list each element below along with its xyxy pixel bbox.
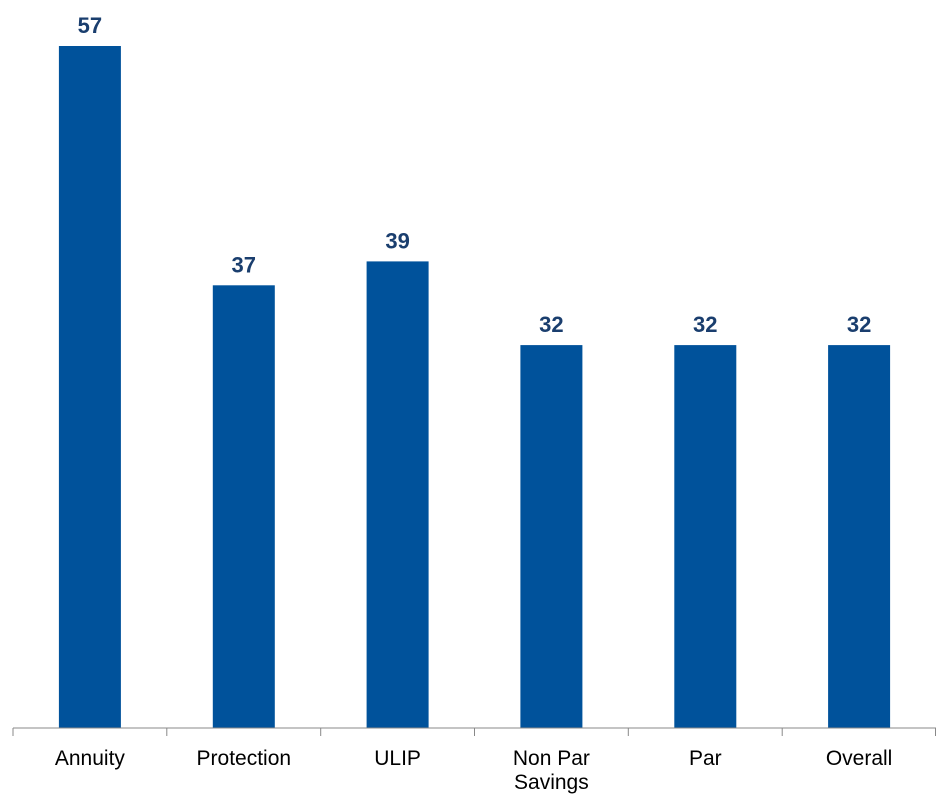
- bar-2: [366, 261, 429, 728]
- bar-4: [674, 345, 737, 728]
- bar-0: [58, 46, 121, 728]
- category-label-0: Annuity: [55, 747, 126, 770]
- category-label-5: Overall: [826, 747, 893, 770]
- category-label-1-line-0: Protection: [197, 747, 292, 770]
- value-labels-layer: 57 37 39 32 32 32: [78, 13, 872, 337]
- category-label-3-line-1: Savings: [514, 771, 589, 794]
- bar-1: [212, 285, 275, 728]
- data-label-4: 32: [693, 312, 717, 337]
- data-label-5: 32: [847, 312, 871, 337]
- category-label-5-line-0: Overall: [826, 747, 893, 770]
- bars-layer: [58, 46, 891, 728]
- category-label-3: Non Par Savings: [513, 747, 590, 794]
- data-label-0: 57: [78, 13, 102, 38]
- category-label-1: Protection: [197, 747, 292, 770]
- category-label-4-line-0: Par: [689, 747, 722, 770]
- category-label-3-line-0: Non Par: [513, 747, 590, 770]
- category-label-2: ULIP: [374, 747, 421, 770]
- category-label-2-line-0: ULIP: [374, 747, 421, 770]
- category-label-0-line-0: Annuity: [55, 747, 126, 770]
- bar-5: [828, 345, 891, 728]
- data-label-2: 39: [385, 228, 409, 253]
- bar-3: [520, 345, 583, 728]
- data-label-3: 32: [539, 312, 563, 337]
- category-label-4: Par: [689, 747, 722, 770]
- data-label-1: 37: [232, 252, 256, 277]
- category-labels-layer: Annuity Protection ULIP Non Par Savings Par Ov…: [55, 747, 892, 794]
- x-axis: [12, 727, 936, 736]
